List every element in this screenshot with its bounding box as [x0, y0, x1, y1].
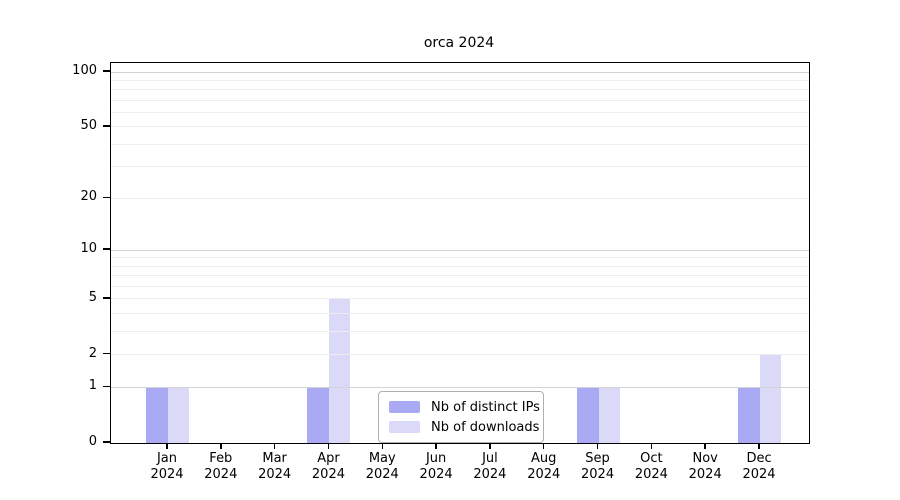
x-tick-label-oct: Oct 2024 — [634, 451, 668, 482]
gridline-y-80 — [111, 89, 809, 91]
x-tick-dec — [758, 443, 760, 449]
gridline-y-2 — [111, 354, 809, 356]
gridline-y-9 — [111, 257, 809, 259]
gridline-y-100 — [111, 71, 809, 73]
plot-area: Nb of distinct IPs Nb of downloads — [110, 62, 810, 444]
x-tick-jan — [166, 443, 168, 449]
y-tick-0 — [103, 441, 110, 443]
y-tick-label-1: 1 — [88, 378, 97, 394]
gridline-y-5 — [111, 298, 809, 300]
y-tick-50 — [103, 125, 110, 127]
gridline-y-30 — [111, 166, 809, 168]
y-tick-label-10: 10 — [80, 241, 97, 257]
y-tick-label-2: 2 — [88, 345, 97, 361]
bar-dec-s0 — [738, 387, 761, 443]
gridline-y-60 — [111, 112, 809, 114]
x-tick-feb — [220, 443, 222, 449]
y-tick-label-5: 5 — [88, 289, 97, 305]
legend-swatch-1 — [389, 421, 420, 433]
bar-jan-s1 — [168, 387, 189, 443]
y-tick-label-0: 0 — [88, 434, 97, 449]
gridline-y-40 — [111, 143, 809, 145]
x-tick-label-jan: Jan 2024 — [150, 451, 184, 482]
x-tick-label-jun: Jun 2024 — [419, 451, 453, 482]
bar-apr-s1 — [329, 298, 351, 443]
x-tick-mar — [273, 443, 276, 449]
y-tick-2 — [103, 352, 110, 355]
gridline-y-90 — [111, 79, 809, 81]
x-tick-jun — [435, 443, 437, 449]
y-tick-label-50: 50 — [80, 117, 97, 133]
x-tick-label-aug: Aug 2024 — [527, 451, 561, 482]
gridline-y-20 — [111, 197, 809, 199]
gridline-y-6 — [111, 286, 809, 288]
x-tick-label-may: May 2024 — [365, 451, 399, 482]
y-tick-label-20: 20 — [80, 189, 97, 205]
x-tick-aug — [542, 443, 545, 449]
bar-sep-s1 — [598, 387, 620, 443]
x-tick-sep — [596, 443, 599, 449]
x-tick-label-mar: Mar 2024 — [258, 451, 292, 482]
gridline-y-8 — [111, 265, 809, 267]
chart-title: orca 2024 — [423, 35, 495, 51]
legend-item-0: Nb of distinct IPs — [379, 397, 543, 417]
legend-label-1: Nb of downloads — [431, 419, 540, 435]
x-tick-nov — [704, 443, 706, 449]
x-tick-may — [381, 443, 384, 449]
x-tick-label-nov: Nov 2024 — [688, 451, 722, 482]
legend: Nb of distinct IPs Nb of downloads — [378, 391, 544, 443]
bar-jan-s0 — [146, 387, 168, 443]
x-tick-label-sep: Sep 2024 — [581, 451, 615, 482]
bar-dec-s1 — [760, 354, 782, 443]
gridline-y-1 — [111, 386, 809, 388]
x-tick-label-apr: Apr 2024 — [311, 451, 345, 482]
y-tick-5 — [103, 297, 110, 299]
legend-label-0: Nb of distinct IPs — [431, 399, 540, 415]
legend-item-1: Nb of downloads — [379, 417, 543, 437]
y-tick-label-100: 100 — [72, 63, 97, 78]
y-tick-20 — [103, 196, 110, 198]
x-tick-jul — [489, 443, 491, 449]
gridline-y-50 — [111, 126, 809, 128]
gridline-y-7 — [111, 275, 809, 277]
gridline-y-4 — [111, 313, 809, 315]
gridline-y-10 — [111, 249, 809, 251]
bar-sep-s0 — [576, 387, 599, 443]
y-tick-10 — [103, 248, 110, 250]
x-tick-apr — [327, 443, 330, 449]
legend-swatch-0 — [389, 401, 420, 413]
bar-apr-s0 — [307, 387, 330, 443]
x-tick-label-jul: Jul 2024 — [473, 451, 507, 482]
y-tick-100 — [103, 70, 110, 72]
gridline-y-70 — [111, 99, 809, 101]
x-tick-label-dec: Dec 2024 — [742, 451, 776, 482]
x-tick-oct — [650, 443, 653, 449]
x-tick-label-feb: Feb 2024 — [204, 451, 238, 482]
y-tick-1 — [103, 385, 110, 388]
gridline-y-3 — [111, 331, 809, 333]
